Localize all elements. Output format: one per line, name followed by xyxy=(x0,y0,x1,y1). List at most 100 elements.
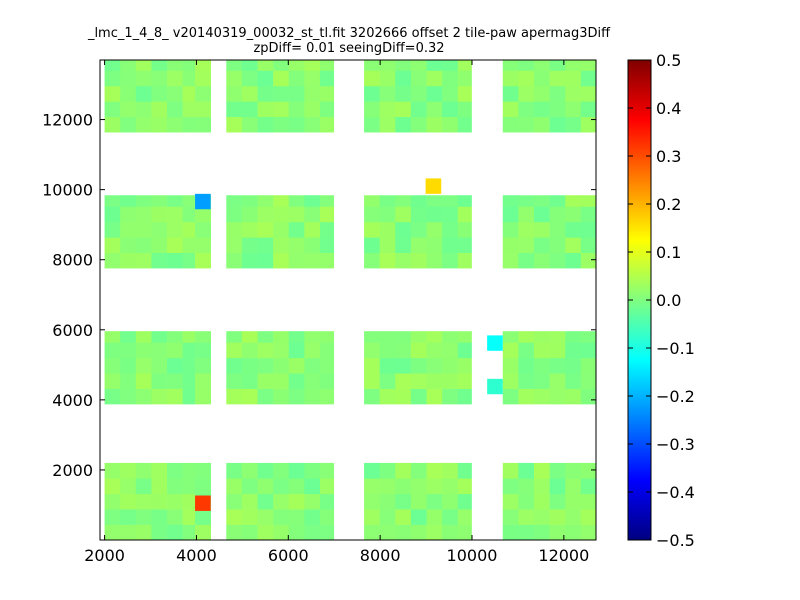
heatmap-cell xyxy=(502,221,519,238)
heatmap-cell xyxy=(195,342,211,359)
heatmap-cell xyxy=(580,195,596,207)
heatmap-cell xyxy=(379,357,396,374)
heatmap-cell xyxy=(565,116,582,133)
heatmap-cell xyxy=(410,252,427,269)
heatmap-cell xyxy=(457,373,472,389)
heatmap-cell xyxy=(457,342,472,359)
heatmap-cell xyxy=(257,388,274,405)
heatmap-cell xyxy=(502,373,519,389)
heatmap-cell xyxy=(518,462,535,479)
heatmap-cell xyxy=(442,116,459,133)
heatmap-cell xyxy=(565,195,582,207)
heatmap-cell xyxy=(410,85,427,102)
heatmap-cell xyxy=(565,388,582,405)
heatmap-cell xyxy=(502,331,519,343)
heatmap-cell xyxy=(273,116,290,133)
heatmap-cell xyxy=(151,60,168,71)
heatmap-cell xyxy=(410,388,427,405)
heatmap-cell xyxy=(364,195,380,207)
heatmap-cell xyxy=(273,252,290,269)
heatmap-cell xyxy=(273,195,290,207)
heatmap-cell xyxy=(135,101,152,118)
heatmap-cell xyxy=(364,206,380,223)
heatmap-cell xyxy=(304,85,321,102)
heatmap-cell xyxy=(410,195,427,207)
heatmap-cell xyxy=(457,524,472,540)
heatmap-cell xyxy=(580,60,596,71)
heatmap-cell xyxy=(195,509,211,525)
heatmap-cell xyxy=(518,478,535,495)
heatmap-cell xyxy=(319,116,335,133)
heatmap-cell xyxy=(151,221,168,238)
heatmap-cell xyxy=(104,462,121,479)
heatmap-cell xyxy=(549,237,566,254)
heatmap-cell xyxy=(241,342,258,359)
heatmap-cell xyxy=(104,101,121,118)
heatmap-cell xyxy=(167,493,183,510)
heatmap-cell xyxy=(120,478,137,495)
heatmap-cell xyxy=(580,493,596,510)
heatmap-cell xyxy=(120,331,137,343)
heatmap-cell xyxy=(364,116,380,133)
colorbar-tick-label: −0.2 xyxy=(656,387,695,406)
heatmap-cell xyxy=(135,221,152,238)
heatmap-cell xyxy=(565,252,582,269)
heatmap-cell xyxy=(304,206,321,223)
heatmap-cell xyxy=(319,524,335,540)
heatmap-cell xyxy=(364,493,380,510)
heatmap-cell xyxy=(395,60,412,71)
heatmap-cell xyxy=(379,116,396,133)
heatmap-cell xyxy=(395,462,412,479)
heatmap-cell xyxy=(195,357,211,374)
heatmap-cell xyxy=(304,388,321,405)
heatmap-cell xyxy=(395,116,412,133)
heatmap-cell xyxy=(426,331,443,343)
heatmap-cell xyxy=(104,478,121,495)
heatmap-cell xyxy=(273,206,290,223)
heatmap-cell xyxy=(580,101,596,118)
heatmap-cell xyxy=(457,101,472,118)
heatmap-cell xyxy=(319,373,335,389)
heatmap-cell xyxy=(273,237,290,254)
heatmap-cell xyxy=(457,195,472,207)
heatmap-cell xyxy=(534,478,550,495)
heatmap-cell xyxy=(442,70,459,87)
heatmap-cell xyxy=(182,493,196,510)
y-tick-label: 8000 xyxy=(52,251,93,270)
heatmap-cell xyxy=(288,342,305,359)
heatmap-cell xyxy=(304,357,321,374)
heatmap-cell xyxy=(549,478,566,495)
heatmap-cell xyxy=(534,493,550,510)
heatmap-cell xyxy=(565,206,582,223)
heatmap-cell xyxy=(319,252,335,269)
y-tick-label: 12000 xyxy=(42,111,93,130)
heatmap-cell xyxy=(457,357,472,374)
heatmap-cell xyxy=(442,493,459,510)
heatmap-cell xyxy=(410,116,427,133)
heatmap-cell xyxy=(151,373,168,389)
heatmap-cell xyxy=(241,116,258,133)
heatmap-cell xyxy=(288,331,305,343)
heatmap-cell xyxy=(257,116,274,133)
heatmap-cell xyxy=(442,195,459,207)
heatmap-cell xyxy=(565,101,582,118)
heatmap-cell xyxy=(167,70,183,87)
heatmap-cell xyxy=(364,462,380,479)
heatmap-cell xyxy=(502,195,519,207)
heatmap-cell xyxy=(364,331,380,343)
heatmap-cell xyxy=(304,462,321,479)
heatmap-cell xyxy=(167,373,183,389)
heatmap-cell xyxy=(104,221,121,238)
heatmap-cell xyxy=(410,373,427,389)
heatmap-cell xyxy=(395,373,412,389)
heatmap-cell xyxy=(442,206,459,223)
heatmap-cell xyxy=(502,237,519,254)
heatmap-cell xyxy=(288,509,305,525)
heatmap-cell xyxy=(167,101,183,118)
heatmap-cell xyxy=(167,331,183,343)
heatmap-cell xyxy=(151,509,168,525)
heatmap-cell xyxy=(457,331,472,343)
heatmap-cell xyxy=(151,206,168,223)
heatmap-cell xyxy=(257,237,274,254)
